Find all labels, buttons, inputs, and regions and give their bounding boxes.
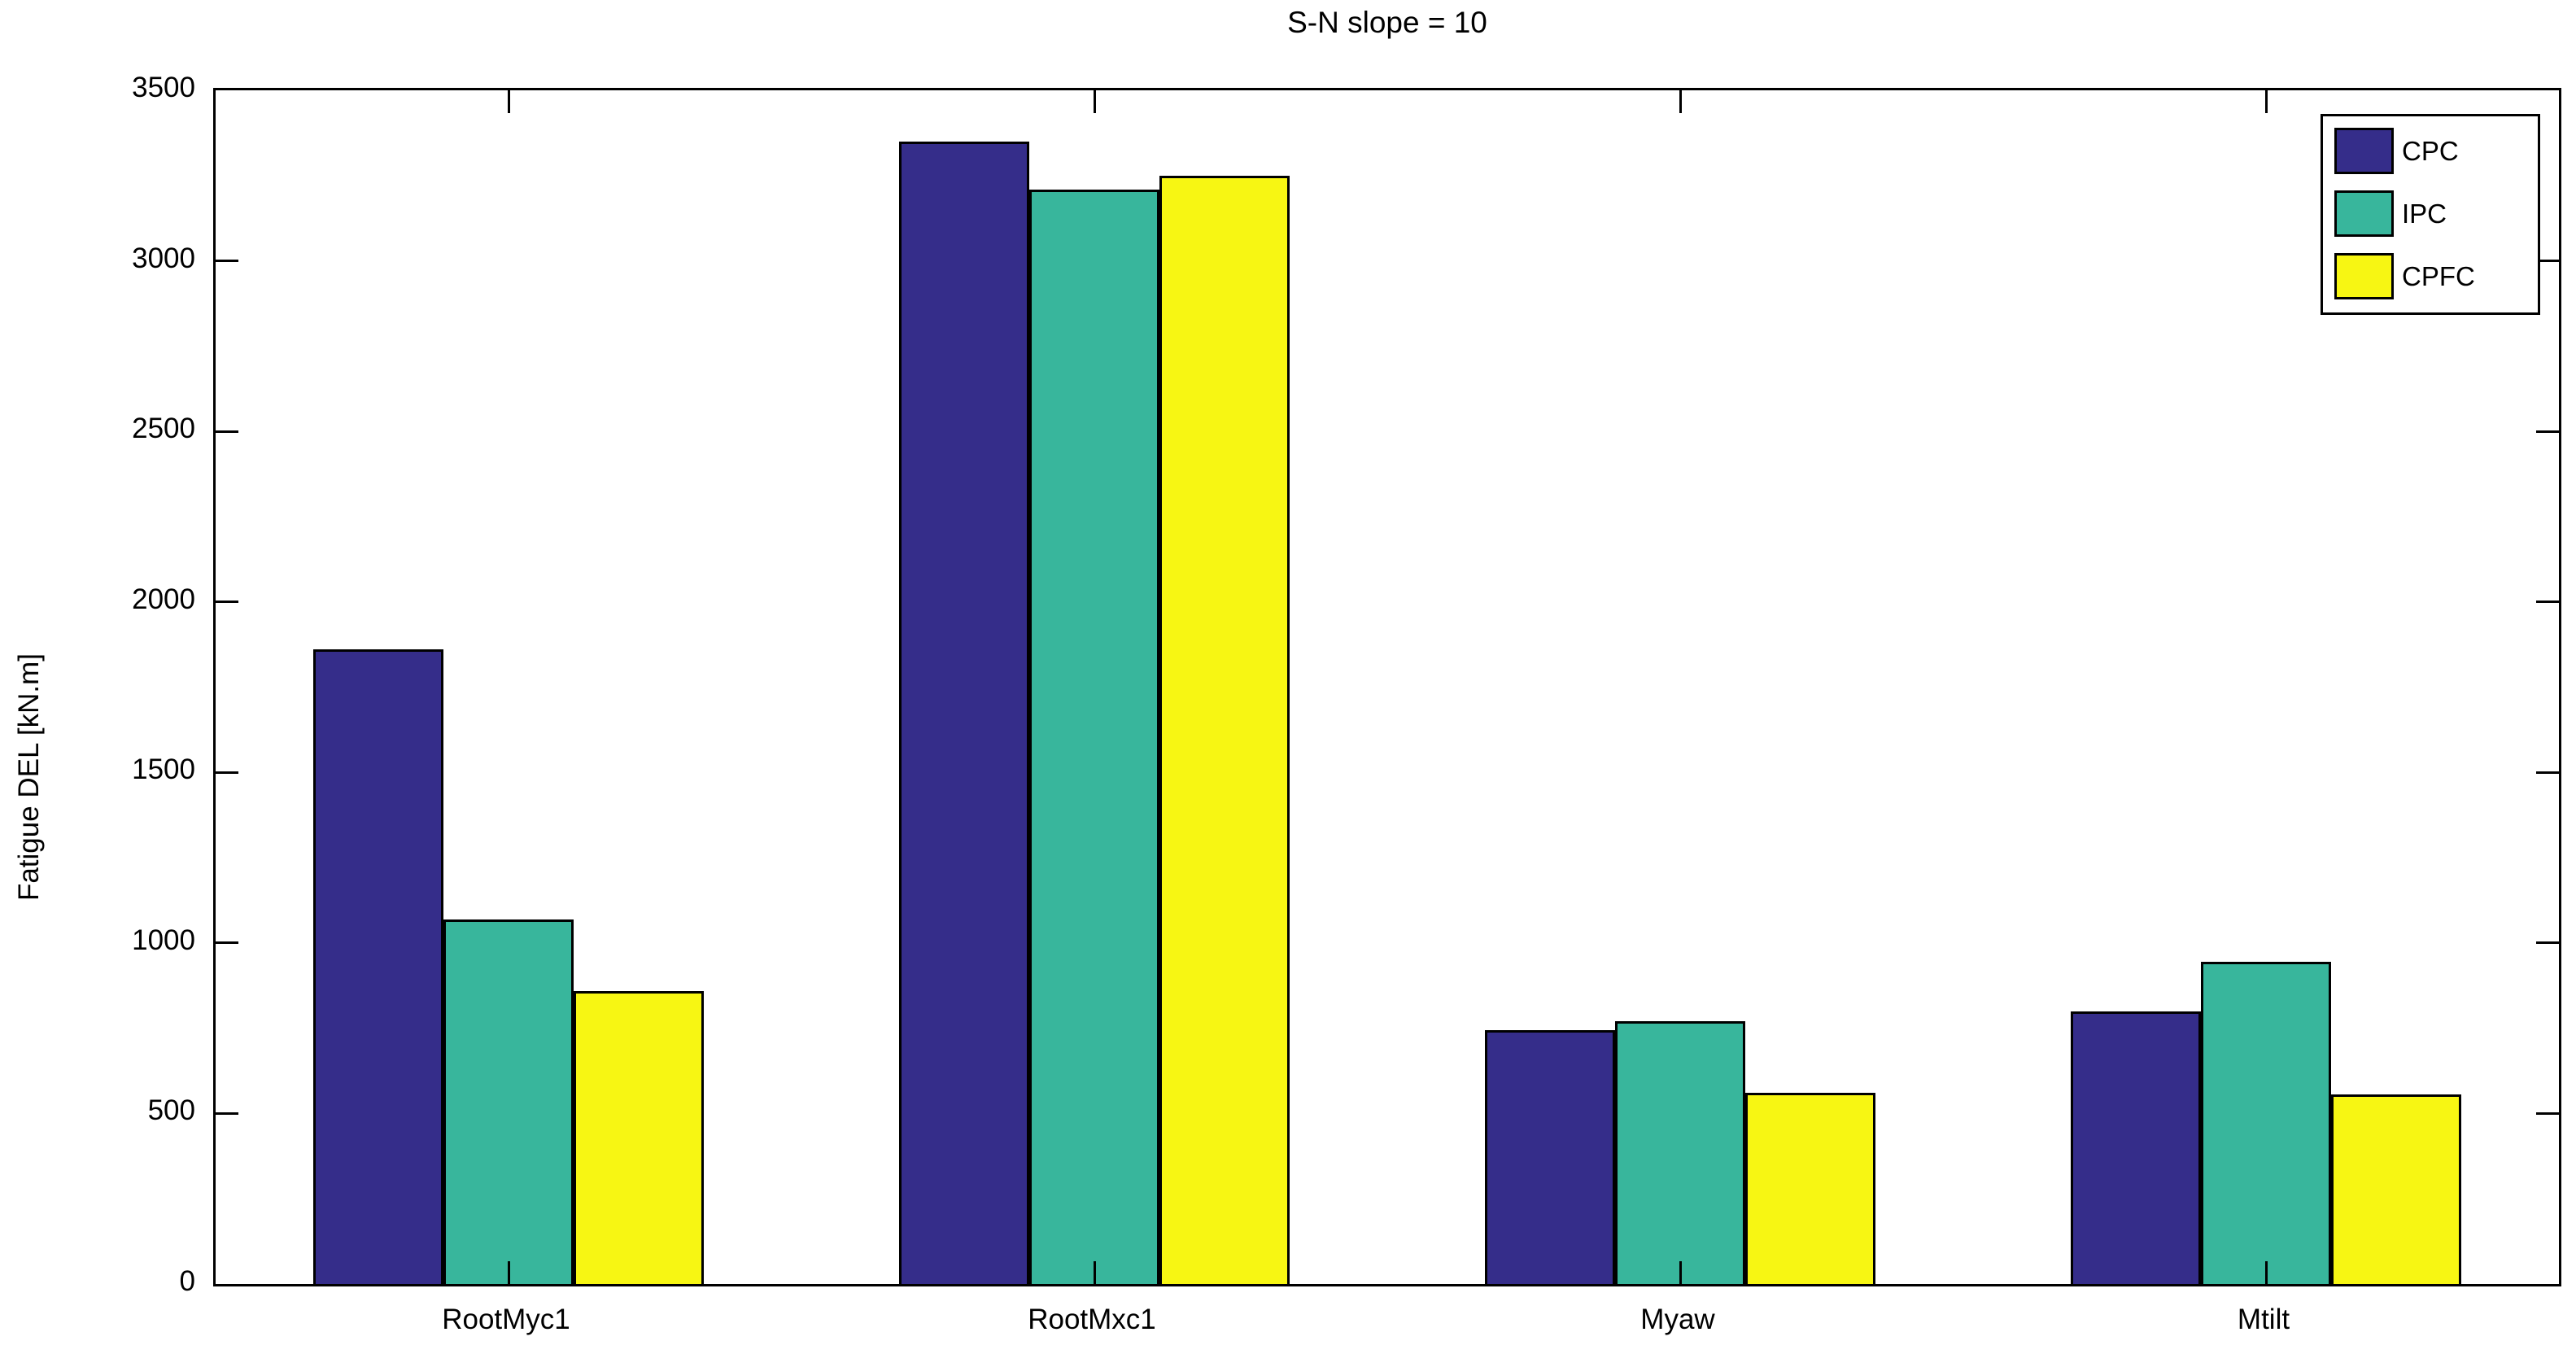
- x-tick-mark: [2264, 1261, 2268, 1284]
- legend-swatch: [2334, 253, 2394, 299]
- bar-cpc-myaw: [1485, 1030, 1615, 1284]
- y-tick-mark: [2536, 1112, 2559, 1115]
- legend-item: CPFC: [2334, 253, 2538, 299]
- y-tick-mark: [2536, 430, 2559, 433]
- x-tick-label: Myaw: [1640, 1304, 1715, 1335]
- y-tick-mark: [2536, 941, 2559, 945]
- x-tick-mark: [1093, 90, 1096, 113]
- legend-swatch: [2334, 190, 2394, 237]
- x-tick-label: RootMyc1: [442, 1304, 570, 1335]
- legend-swatch: [2334, 128, 2394, 174]
- y-tick-mark: [2536, 260, 2559, 263]
- y-tick-mark: [216, 430, 238, 433]
- y-tick-label: 2500: [132, 413, 195, 445]
- x-tick-mark: [507, 1261, 510, 1284]
- legend-label: CPC: [2402, 136, 2459, 166]
- y-tick-label: 3000: [132, 242, 195, 274]
- legend-item: CPC: [2334, 128, 2538, 174]
- x-tick-mark: [2264, 90, 2268, 113]
- bar-ipc-rootmxc1: [1029, 190, 1159, 1284]
- y-tick-mark: [2536, 771, 2559, 774]
- bar-cpfc-rootmxc1: [1159, 176, 1290, 1284]
- y-tick-label: 1000: [132, 924, 195, 956]
- y-tick-label: 0: [179, 1265, 195, 1297]
- legend-item: IPC: [2334, 190, 2538, 237]
- y-tick-mark: [216, 771, 238, 774]
- bar-cpfc-rootmyc1: [574, 991, 704, 1284]
- legend-label: IPC: [2402, 199, 2447, 229]
- x-tick-mark: [1679, 90, 1682, 113]
- y-tick-mark: [216, 601, 238, 604]
- y-tick-label: 1500: [132, 753, 195, 786]
- y-tick-mark: [216, 260, 238, 263]
- x-tick-mark: [1679, 1261, 1682, 1284]
- y-tick-label: 3500: [132, 72, 195, 103]
- plot-area: [213, 88, 2561, 1286]
- bar-ipc-rootmyc1: [443, 919, 574, 1284]
- y-tick-mark: [216, 941, 238, 945]
- y-tick-label: 2000: [132, 583, 195, 615]
- bar-cpfc-mtilt: [2331, 1094, 2461, 1284]
- y-tick-mark: [216, 1112, 238, 1115]
- bar-cpc-rootmyc1: [313, 649, 443, 1284]
- y-tick-mark: [2536, 601, 2559, 604]
- bar-cpfc-myaw: [1745, 1093, 1875, 1284]
- legend: CPC IPC CPFC: [2321, 114, 2540, 315]
- chart-title: S-N slope = 10: [1287, 6, 1487, 39]
- bar-ipc-mtilt: [2201, 962, 2331, 1284]
- x-tick-mark: [507, 90, 510, 113]
- x-tick-label: Mtilt: [2237, 1304, 2290, 1335]
- x-tick-mark: [1093, 1261, 1096, 1284]
- bar-cpc-mtilt: [2071, 1011, 2201, 1284]
- bar-ipc-myaw: [1615, 1021, 1745, 1284]
- legend-label: CPFC: [2402, 261, 2475, 291]
- y-tick-label: 500: [147, 1094, 195, 1127]
- x-tick-label: RootMxc1: [1028, 1304, 1156, 1335]
- bar-cpc-rootmxc1: [899, 142, 1029, 1284]
